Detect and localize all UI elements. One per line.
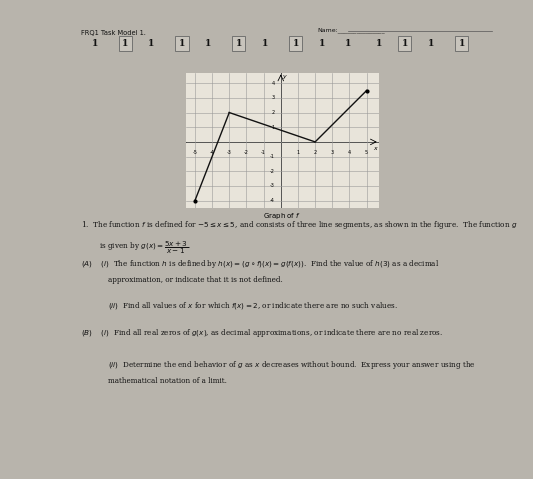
Text: approximation, or indicate that it is not defined.: approximation, or indicate that it is no…	[108, 275, 282, 284]
Text: mathematical notation of a limit.: mathematical notation of a limit.	[108, 377, 227, 385]
Text: FRQ1 Task Model 1.: FRQ1 Task Model 1.	[82, 30, 147, 36]
Text: 1: 1	[458, 39, 465, 48]
FancyBboxPatch shape	[455, 36, 468, 51]
Text: 1: 1	[319, 39, 325, 48]
Text: 1: 1	[91, 39, 98, 48]
Text: 1: 1	[148, 39, 155, 48]
Text: 2: 2	[313, 150, 317, 155]
Text: $y$: $y$	[282, 73, 288, 80]
FancyBboxPatch shape	[232, 36, 245, 51]
Text: Name:_______________: Name:_______________	[318, 27, 385, 33]
Text: 1: 1	[345, 39, 351, 48]
Text: 1.  The function $f$ is defined for $-5\leq x\leq 5$, and consists of three line: 1. The function $f$ is defined for $-5\l…	[82, 219, 518, 231]
Text: 2: 2	[272, 110, 275, 115]
Text: -4: -4	[209, 150, 214, 155]
Text: -5: -5	[192, 150, 197, 155]
Text: 1: 1	[296, 150, 300, 155]
Text: 5: 5	[365, 150, 368, 155]
Text: $(ii)$  Find all values of $x$ for which $f(x)=2$, or indicate there are no such: $(ii)$ Find all values of $x$ for which …	[108, 300, 398, 311]
Text: 1: 1	[179, 39, 185, 48]
Text: 1: 1	[205, 39, 212, 48]
Text: -2: -2	[270, 169, 275, 174]
Text: -4: -4	[270, 198, 275, 203]
Text: $(A)$    $(i)$  The function $h$ is defined by $h(x)=(g\circ f)(x)=g(f(x))$.  Fi: $(A)$ $(i)$ The function $h$ is defined …	[82, 258, 440, 270]
Text: 1: 1	[375, 39, 382, 48]
Text: 1: 1	[293, 39, 299, 48]
Text: 4: 4	[348, 150, 351, 155]
FancyBboxPatch shape	[175, 36, 189, 51]
Text: -1: -1	[261, 150, 266, 155]
Text: 3: 3	[272, 95, 275, 101]
Text: -3: -3	[270, 183, 275, 188]
Text: 4: 4	[272, 80, 275, 86]
Text: $x$: $x$	[373, 145, 379, 152]
Text: 3: 3	[330, 150, 334, 155]
Text: -1: -1	[270, 154, 275, 159]
Text: -2: -2	[244, 150, 249, 155]
Text: 1: 1	[272, 125, 275, 130]
FancyBboxPatch shape	[118, 36, 132, 51]
Text: 1: 1	[262, 39, 268, 48]
Text: is given by $g(x)=\dfrac{5x+3}{x-1}$.: is given by $g(x)=\dfrac{5x+3}{x-1}$.	[99, 240, 191, 256]
FancyBboxPatch shape	[289, 36, 302, 51]
Text: -3: -3	[227, 150, 232, 155]
Text: 1: 1	[402, 39, 408, 48]
Text: 1: 1	[236, 39, 242, 48]
Text: $(ii)$  Determine the end behavior of $g$ as $x$ decreases without bound.  Expre: $(ii)$ Determine the end behavior of $g$…	[108, 359, 475, 371]
Text: 1: 1	[122, 39, 128, 48]
Text: 1: 1	[428, 39, 434, 48]
X-axis label: Graph of $f$: Graph of $f$	[263, 211, 302, 221]
FancyBboxPatch shape	[398, 36, 411, 51]
Text: $(B)$    $(i)$  Find all real zeros of $g(x)$, as decimal approximations, or ind: $(B)$ $(i)$ Find all real zeros of $g(x)…	[82, 327, 443, 339]
